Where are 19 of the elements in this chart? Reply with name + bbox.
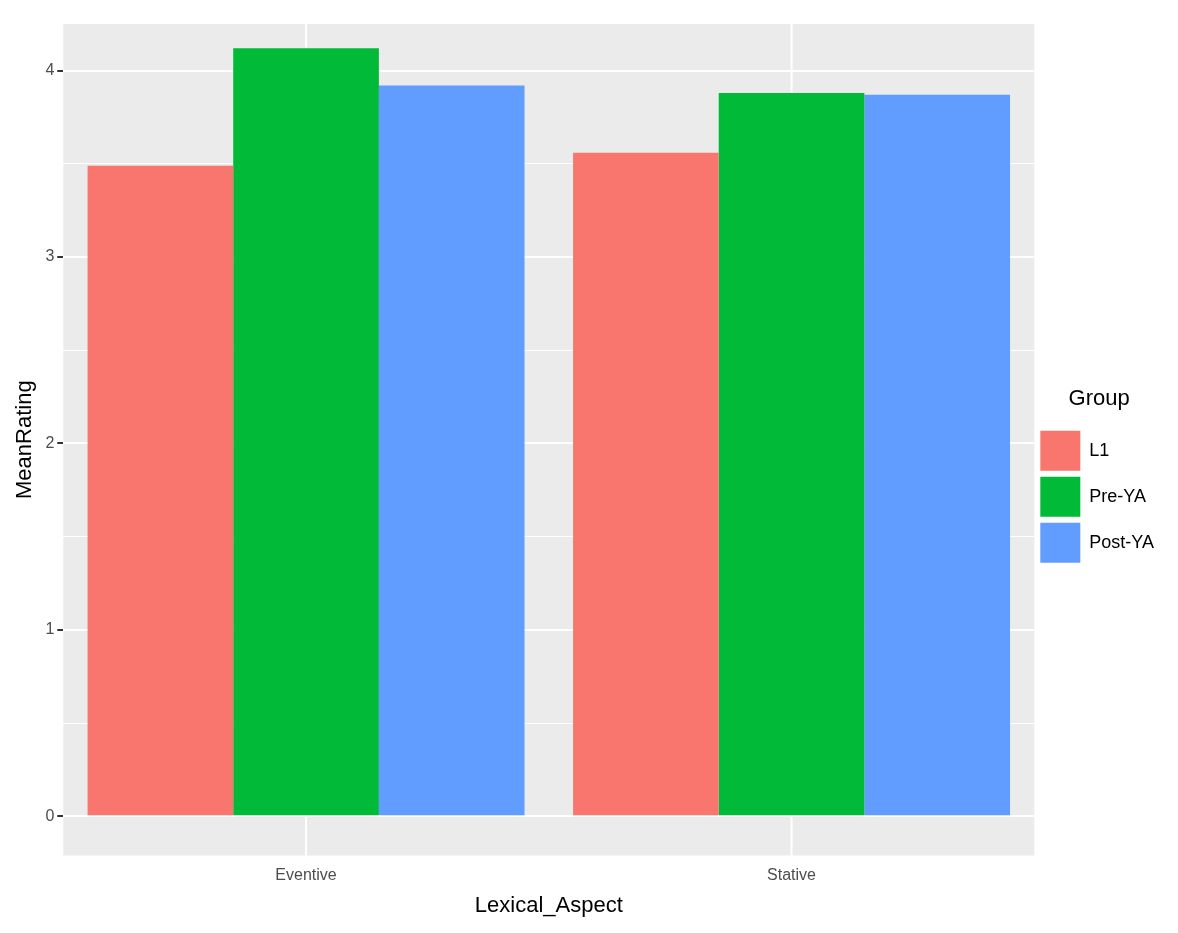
x-tick-label: Eventive <box>275 866 337 884</box>
y-axis-title: MeanRating <box>11 380 37 500</box>
legend-label: Pre-YA <box>1089 485 1146 506</box>
x-axis-title: Lexical_Aspect <box>474 891 623 917</box>
legend-title: Group <box>1068 385 1130 411</box>
y-tick-label: 0 <box>45 806 55 824</box>
x-tick-label: Stative <box>767 866 817 884</box>
bar <box>233 48 379 816</box>
bar <box>378 85 525 816</box>
y-tick-label: 3 <box>45 247 55 265</box>
legend-label: L1 <box>1089 439 1110 460</box>
legend-label: Post-YA <box>1089 531 1154 552</box>
bar <box>573 152 719 816</box>
y-tick-label: 1 <box>45 620 55 638</box>
y-tick-label: 4 <box>45 61 55 79</box>
bar <box>87 165 234 816</box>
bar <box>864 94 1011 816</box>
y-tick-label: 2 <box>45 433 55 451</box>
bar <box>718 92 865 816</box>
